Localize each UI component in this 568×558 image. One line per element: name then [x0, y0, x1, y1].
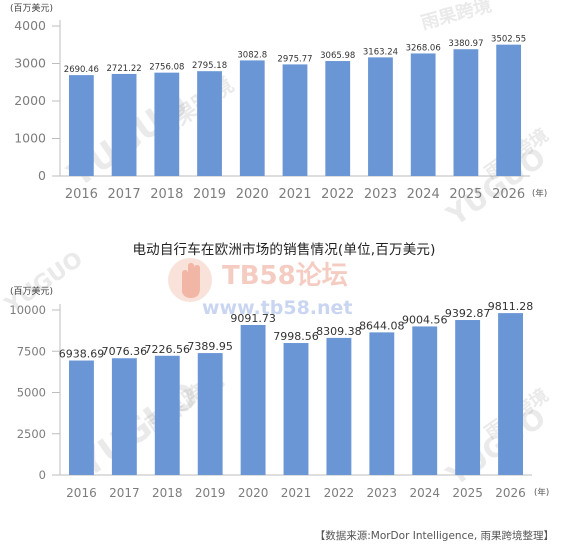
x-tick-label-2022: 2022 [324, 486, 355, 500]
bar-2025 [453, 49, 479, 177]
x-tick-label-2016: 2016 [65, 187, 98, 202]
bar-2020 [239, 60, 265, 176]
bar-2019 [197, 71, 222, 176]
y-tick-label: 3000 [14, 56, 46, 71]
value-label-2017: 2721.22 [107, 64, 142, 74]
bar-2020 [240, 324, 266, 475]
value-label-2026: 3502.55 [491, 35, 526, 45]
bar-2016 [69, 360, 94, 475]
bar-2018 [154, 72, 180, 176]
chart-title-europe: 电动自行车在欧洲市场的销售情况(单位,百万美元) [132, 242, 436, 258]
bar-2024 [410, 53, 436, 176]
y-tick-label: 4000 [14, 18, 46, 33]
value-label-2023: 8644.08 [359, 319, 405, 332]
x-axis-suffix: (年) [532, 188, 547, 199]
x-tick-label-2024: 2024 [409, 486, 440, 500]
bar-2026 [498, 313, 523, 475]
x-tick-label-2026: 2026 [495, 486, 526, 500]
value-label-2021: 2975.77 [277, 54, 312, 64]
source-note: 【数据来源:MorDor Intelligence, 雨果跨境整理】 [314, 530, 554, 542]
x-tick-label-2023: 2023 [367, 486, 398, 500]
y-tick-label: 2500 [17, 427, 46, 441]
value-label-2019: 2795.18 [192, 61, 227, 71]
bar-2025 [455, 320, 481, 475]
x-axis-suffix: (年) [534, 487, 549, 498]
value-label-2018: 2756.08 [149, 63, 184, 73]
x-tick-label-2018: 2018 [150, 187, 183, 202]
bar-2022 [325, 61, 351, 176]
value-label-2025: 3380.97 [448, 39, 483, 49]
bar-2021 [283, 343, 309, 475]
y-tick-label: 0 [39, 468, 46, 482]
bar-2017 [111, 73, 137, 176]
y-tick-label: 5000 [17, 386, 46, 400]
bar-2023 [369, 332, 395, 475]
x-tick-label-2026: 2026 [492, 187, 525, 202]
y-tick-label: 1000 [14, 131, 46, 146]
value-label-2022: 3065.98 [320, 51, 355, 61]
bar-2021 [282, 64, 308, 176]
bar-2022 [326, 337, 352, 475]
value-label-2016: 2690.46 [64, 65, 99, 75]
value-label-2020: 9091.73 [230, 312, 276, 325]
x-tick-label-2025: 2025 [452, 486, 483, 500]
value-label-2024: 3268.06 [406, 43, 441, 53]
x-tick-label-2020: 2020 [236, 187, 269, 202]
y-unit-label: (百万美元) [10, 2, 53, 14]
value-label-2025: 9392.87 [445, 307, 491, 320]
chart-sales-europe: (百万美元) 0 2500 5000 7500 10000 6938.69 2016 7076.… [0, 270, 568, 510]
value-label-2021: 7998.56 [273, 330, 319, 343]
x-tick-label-2018: 2018 [152, 486, 183, 500]
x-tick-label-2021: 2021 [281, 486, 312, 500]
value-label-2019: 7389.95 [187, 340, 233, 353]
chart-sales-top: (百万美元) 0 1000 2000 3000 4000 2690.46 2016 2721.2… [0, 0, 568, 230]
x-tick-label-2023: 2023 [364, 187, 397, 202]
x-tick-label-2019: 2019 [195, 486, 226, 500]
y-tick-label: 2000 [14, 93, 46, 108]
y-tick-label: 10000 [9, 303, 46, 317]
bar-2019 [197, 353, 223, 475]
x-tick-label-2024: 2024 [407, 187, 440, 202]
value-label-2020: 3082.8 [237, 50, 267, 60]
bar-2018 [154, 355, 180, 475]
x-tick-label-2022: 2022 [321, 187, 354, 202]
x-tick-label-2020: 2020 [238, 486, 269, 500]
value-label-2022: 8309.38 [316, 325, 362, 338]
value-label-2024: 9004.56 [402, 313, 448, 326]
y-unit-label: (百万美元) [10, 285, 53, 297]
value-label-2016: 6938.69 [59, 348, 105, 361]
x-tick-label-2019: 2019 [193, 187, 226, 202]
bar-chart-svg-top: (百万美元) 0 1000 2000 3000 4000 2690.46 2016 2721.2… [10, 2, 547, 202]
x-tick-label-2017: 2017 [108, 187, 141, 202]
bar-2017 [111, 358, 137, 475]
bar-2023 [368, 57, 393, 176]
bar-2026 [496, 44, 522, 176]
bar-chart-svg-europe: (百万美元) 0 2500 5000 7500 10000 6938.69 2016 7076.… [9, 285, 549, 500]
value-label-2026: 9811.28 [488, 300, 534, 313]
value-label-2017: 7076.36 [102, 345, 148, 358]
value-label-2023: 3163.24 [363, 47, 398, 57]
bar-2016 [68, 75, 94, 176]
value-label-2018: 7226.56 [145, 343, 191, 356]
y-tick-label: 7500 [17, 344, 46, 358]
x-tick-label-2025: 2025 [449, 187, 482, 202]
x-tick-label-2017: 2017 [109, 486, 140, 500]
y-tick-label: 0 [38, 168, 46, 183]
x-tick-label-2016: 2016 [66, 486, 97, 500]
bar-2024 [412, 326, 438, 475]
x-tick-label-2021: 2021 [278, 187, 311, 202]
